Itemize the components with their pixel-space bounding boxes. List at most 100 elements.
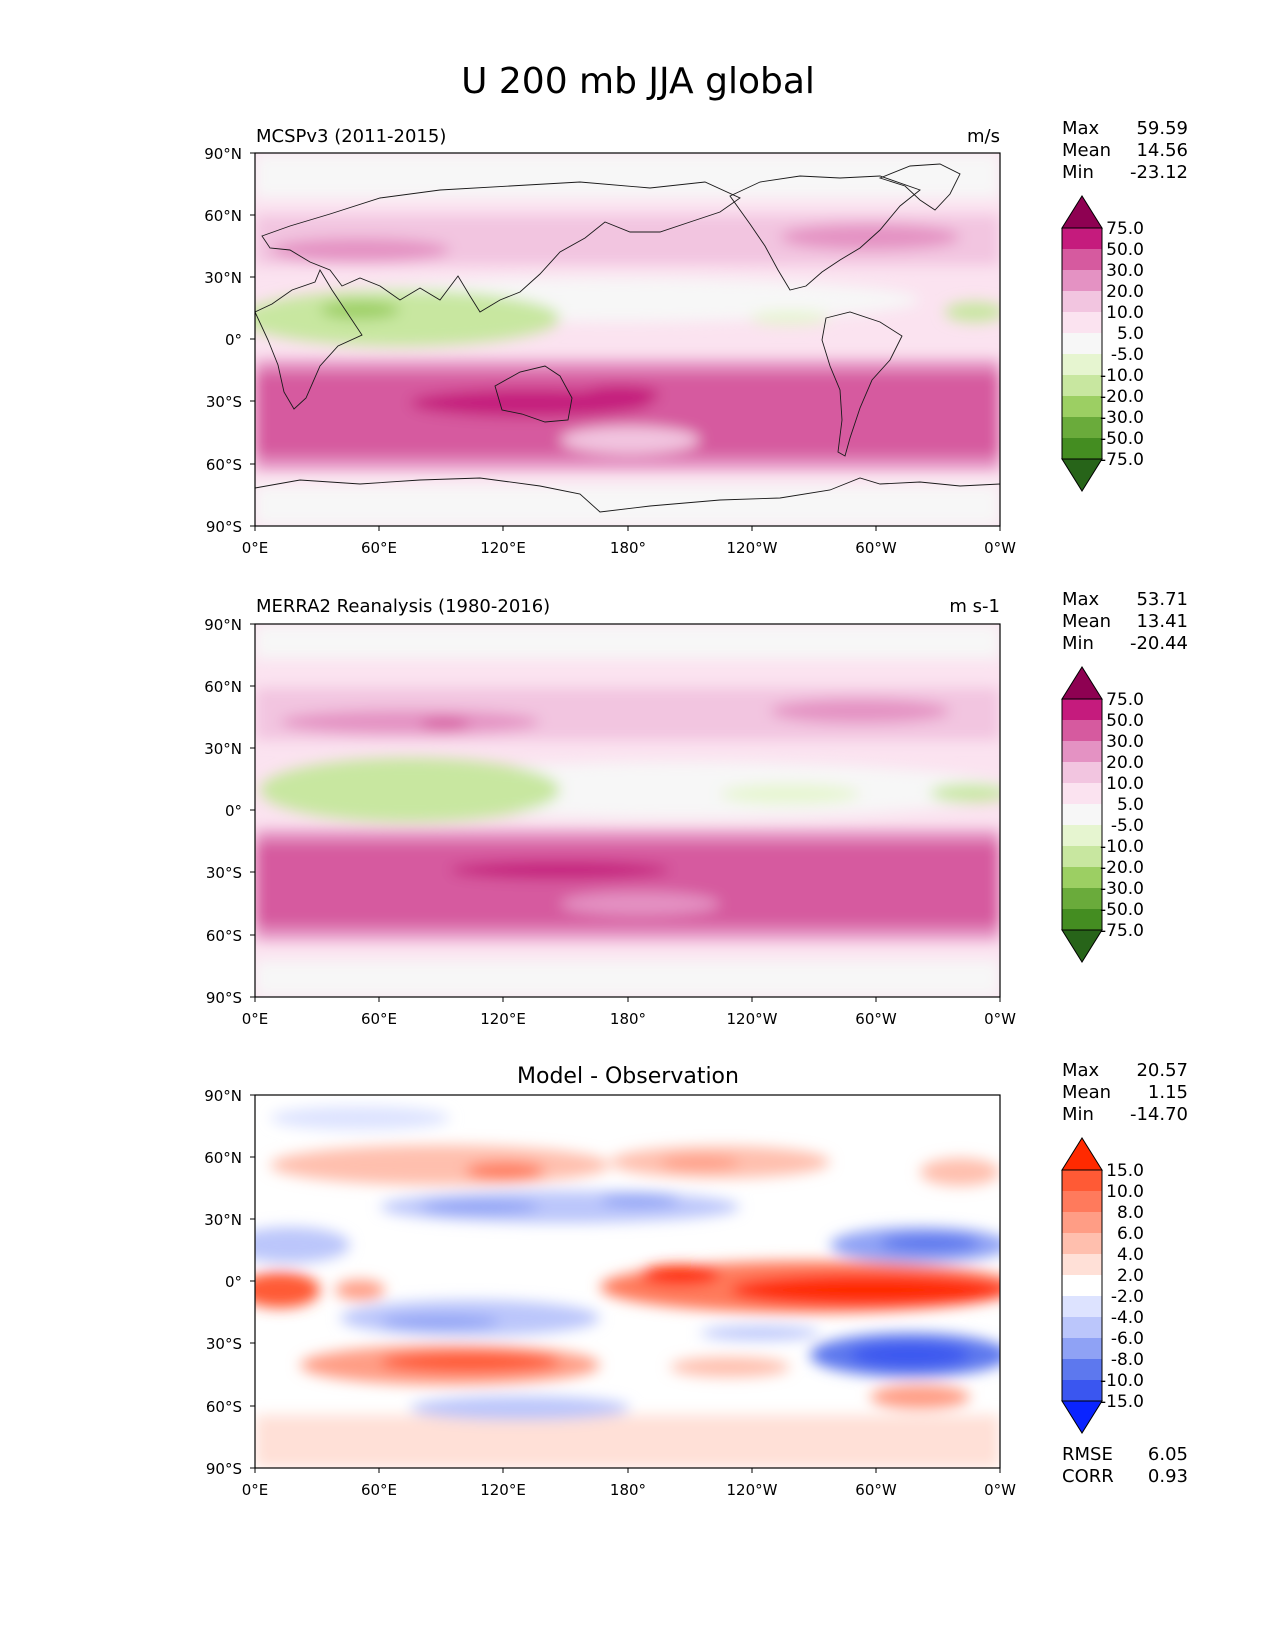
x-tick-label: 180° <box>610 1481 646 1499</box>
colorbar-segment <box>1062 825 1102 846</box>
contour-arctic <box>255 153 1000 198</box>
stat-label: Mean <box>1062 140 1111 161</box>
y-axis: 90°N 60°N 30°N 0° 30°S 60°S 90°S <box>204 145 255 536</box>
colorbar-tick-label: -20.0 <box>1100 858 1144 878</box>
contour-antarctic <box>255 960 1000 997</box>
coast-africa-eurasia <box>255 181 741 410</box>
colorbar-segment <box>1062 312 1102 333</box>
y-tick-label: 90°S <box>206 518 242 536</box>
map-field <box>255 624 1000 997</box>
colorbar-tick-label: -5.0 <box>1111 345 1144 365</box>
colorbar-tick-label: -50.0 <box>1100 429 1144 449</box>
error-stats-block: RMSE 6.05 CORR 0.93 <box>1062 1444 1188 1487</box>
colorbar-segment <box>1062 417 1102 438</box>
colorbar-segment <box>1062 1254 1102 1275</box>
colorbar-extend-max <box>1061 666 1103 700</box>
colorbar-segment <box>1062 1359 1102 1380</box>
stat-label: Min <box>1062 162 1094 183</box>
colorbar-frame <box>1061 698 1103 931</box>
y-tick-label: 90°S <box>206 989 242 1007</box>
coast-greenland <box>878 163 961 211</box>
contour-nh-jet-west <box>280 710 540 734</box>
colorbar-segment <box>1062 1296 1102 1317</box>
panel-reference: MERRA2 Reanalysis (1980-2016) m s-1 <box>204 589 1188 1028</box>
stat-label: Mean <box>1062 1082 1111 1103</box>
y-tick-label: 30°N <box>204 269 242 287</box>
panel-title-right: m s-1 <box>949 596 1000 617</box>
colorbar-tick-label: -75.0 <box>1100 450 1144 470</box>
colorbar-tick-label: 15.0 <box>1106 1161 1144 1181</box>
colorbar-tick-label: -75.0 <box>1100 921 1144 941</box>
y-tick-label: 60°N <box>204 207 242 225</box>
colorbar-tick-label: -10.0 <box>1100 1371 1144 1391</box>
colorbar-segment <box>1062 249 1102 270</box>
contour-jet-max <box>450 861 670 879</box>
x-tick-label: 120°E <box>480 539 526 557</box>
y-tick-label: 0° <box>225 802 242 820</box>
contour-nh-pos-core <box>465 1162 545 1180</box>
stat-label: CORR <box>1062 1466 1114 1487</box>
colorbar-tick-label: -8.0 <box>1111 1350 1144 1370</box>
colorbar-extend-min <box>1061 458 1103 492</box>
contour-jet-max2 <box>580 385 660 405</box>
colorbar-segment <box>1062 396 1102 417</box>
colorbar-wind: 75.050.030.020.010.05.0-5.0-10.0-20.0-30… <box>1061 666 1144 963</box>
colorbar-frame <box>1061 1169 1103 1402</box>
y-axis: 90°N 60°N 30°N 0° 30°S 60°S 90°S <box>204 616 255 1007</box>
colorbar-tick-label: 75.0 <box>1106 690 1144 710</box>
stat-value: 20.57 <box>1136 1060 1188 1081</box>
y-tick-label: 0° <box>225 331 242 349</box>
colorbar-tick-label: -4.0 <box>1111 1308 1144 1328</box>
y-tick-label: 60°S <box>206 1398 242 1416</box>
panel-title-right: m/s <box>967 126 1000 147</box>
contour-indian-pos <box>335 1280 385 1300</box>
colorbar-tick-label: 10.0 <box>1106 1182 1144 1202</box>
contour-east-atlantic-pos <box>920 1158 1000 1186</box>
panel-test: MCSPv3 (2011-2015) m/s <box>204 118 1188 557</box>
colorbar-extend-min <box>1061 1400 1103 1434</box>
stat-label: Max <box>1062 1060 1100 1081</box>
contour-nh-neg-core2 <box>600 1193 680 1207</box>
x-tick-label: 0°E <box>242 1481 269 1499</box>
colorbar-tick-label: -10.0 <box>1100 837 1144 857</box>
y-tick-label: 60°S <box>206 456 242 474</box>
x-tick-label: 60°E <box>361 1481 397 1499</box>
y-tick-label: 90°N <box>204 145 242 163</box>
coastlines <box>255 163 1000 513</box>
contour-sh-pos2 <box>870 1385 970 1409</box>
coast-australia <box>494 365 573 423</box>
contour-easterly-pacific <box>720 784 860 804</box>
contour-sh-pos-core <box>380 1351 560 1373</box>
contour-easterly-atlantic <box>930 784 1000 802</box>
y-axis: 90°N 60°N 30°N 0° 30°S 60°S 90°S <box>204 1087 255 1478</box>
y-tick-label: 90°S <box>206 1460 242 1478</box>
colorbar-segment <box>1062 1233 1102 1254</box>
stat-value: 6.05 <box>1148 1444 1188 1465</box>
stat-value: -14.70 <box>1130 1104 1188 1125</box>
colorbar-segment <box>1062 1275 1102 1296</box>
y-tick-label: 0° <box>225 1273 242 1291</box>
colorbar-tick-label: 6.0 <box>1117 1224 1144 1244</box>
stat-label: Min <box>1062 1104 1094 1125</box>
colorbar-tick-label: -6.0 <box>1111 1329 1144 1349</box>
y-tick-label: 30°S <box>206 864 242 882</box>
colorbar-frame <box>1061 227 1103 460</box>
colorbar-tick-label: 30.0 <box>1106 732 1144 752</box>
contour-nh-jet-east <box>770 699 950 723</box>
colorbar-segment <box>1062 867 1102 888</box>
colorbar-segment <box>1062 720 1102 741</box>
colorbar-tick-label: 5.0 <box>1117 795 1144 815</box>
colorbar-tick-label: 50.0 <box>1106 711 1144 731</box>
x-axis: 0°E 60°E 120°E 180° 120°W 60°W 0°W <box>242 997 1016 1028</box>
stats-block: Max 59.59 Mean 14.56 Min -23.12 <box>1062 118 1188 183</box>
colorbar-segment <box>1062 1338 1102 1359</box>
contour-easterly-asia <box>255 290 560 346</box>
colorbar-segment <box>1062 741 1102 762</box>
colorbar-segment <box>1062 699 1102 720</box>
colorbar-tick-label: 30.0 <box>1106 261 1144 281</box>
map-field <box>255 153 1000 526</box>
x-tick-label: 120°W <box>727 1481 778 1499</box>
stat-value: 13.41 <box>1136 611 1188 632</box>
stats-block: Max 53.71 Mean 13.41 Min -20.44 <box>1062 589 1188 654</box>
